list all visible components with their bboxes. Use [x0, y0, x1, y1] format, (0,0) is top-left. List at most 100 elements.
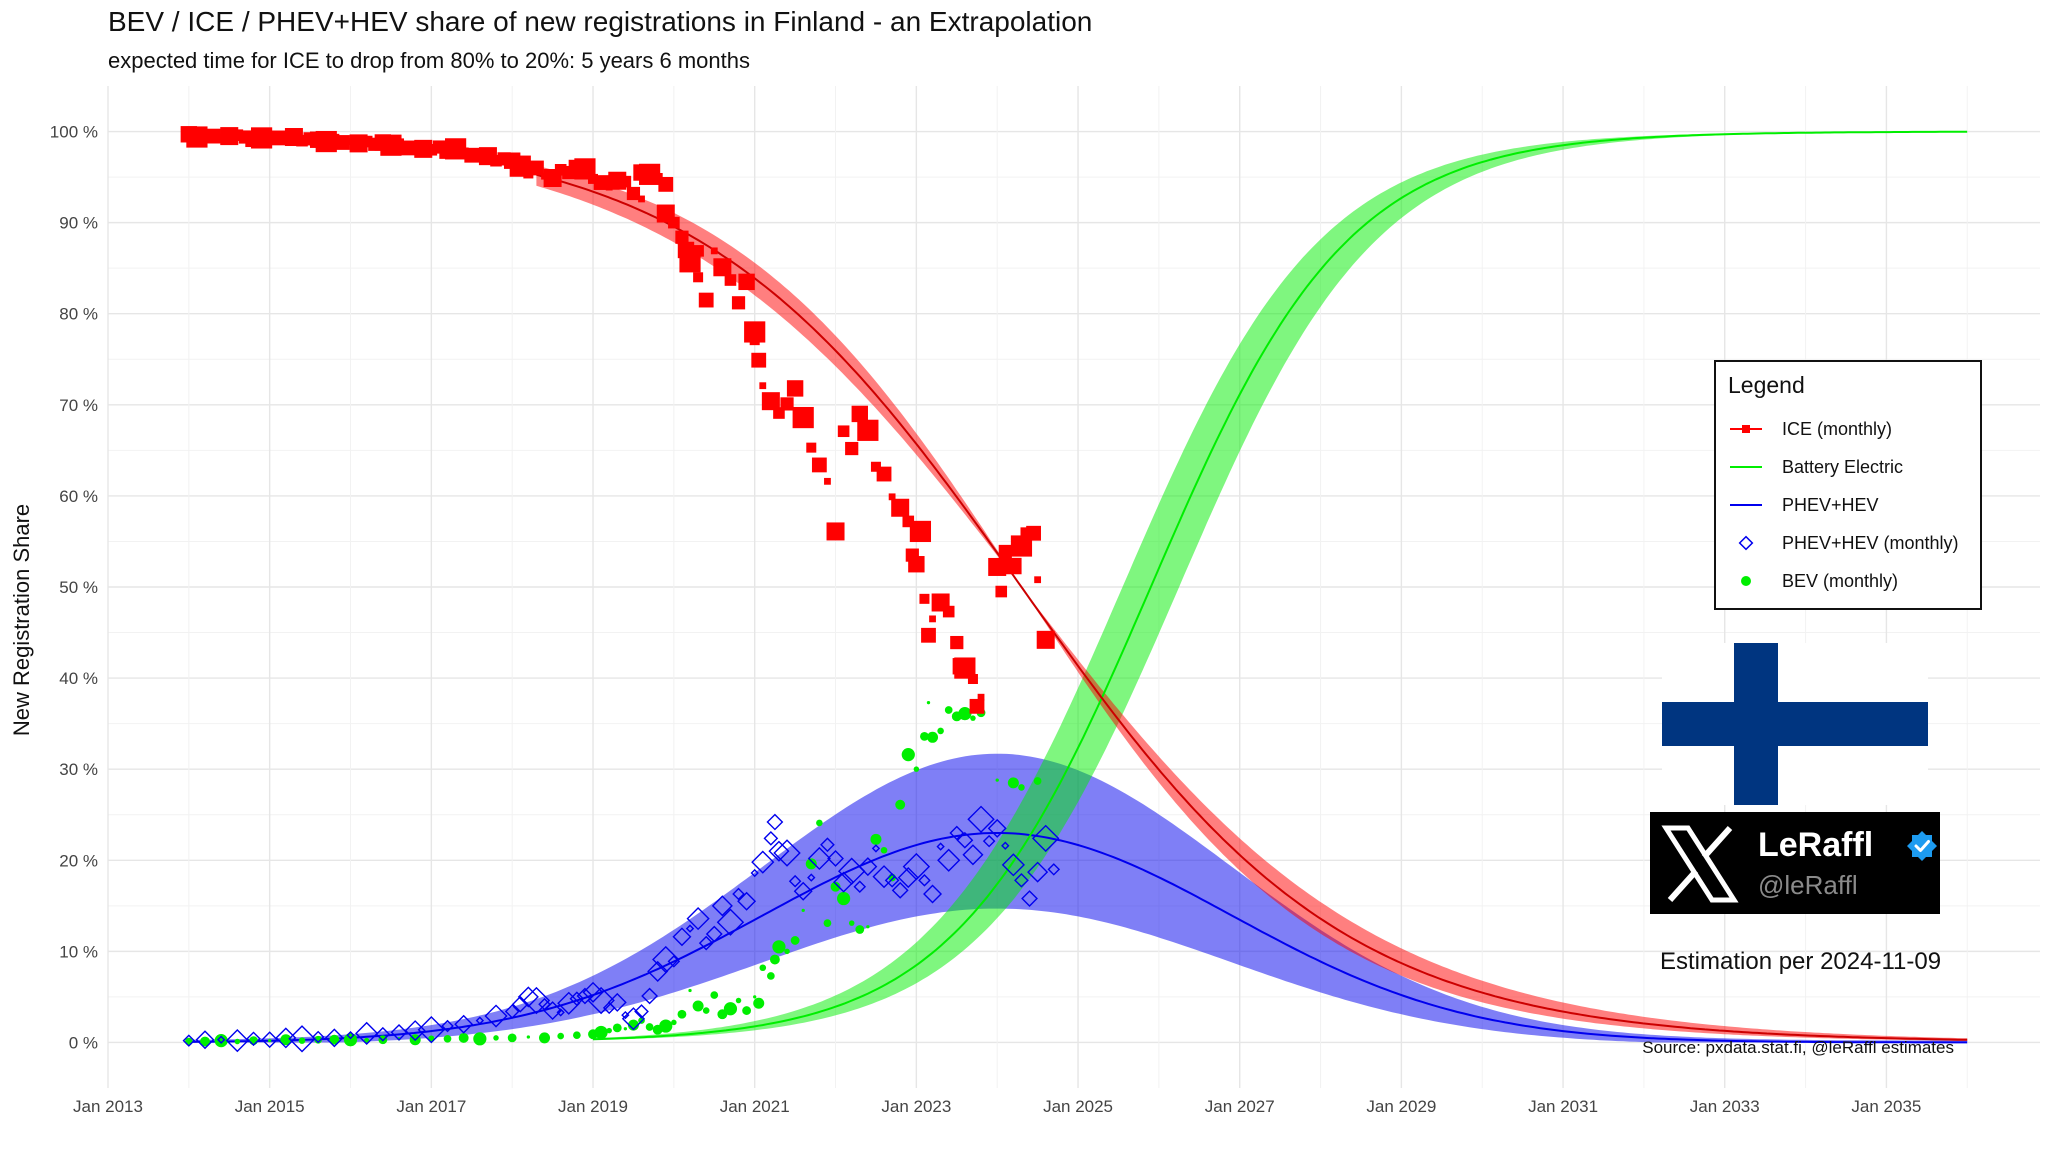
y-tick-label: 100 %	[50, 123, 98, 142]
ice-point	[231, 129, 244, 141]
bev-point	[866, 925, 870, 929]
ice-point	[554, 164, 567, 176]
phev-point	[773, 839, 801, 867]
bev-point	[671, 1019, 677, 1026]
phev-point	[1001, 841, 1010, 850]
ice-point	[786, 380, 804, 397]
phev-point	[884, 872, 900, 888]
phev-point	[962, 844, 984, 866]
ice-point	[523, 168, 534, 179]
bev-point	[214, 1034, 228, 1048]
y-tick-label: 60 %	[59, 487, 98, 506]
bev-point	[769, 954, 780, 965]
phev-point	[751, 850, 775, 874]
bev-point	[937, 727, 944, 735]
bev-point	[557, 1032, 564, 1040]
bev-point	[816, 819, 823, 827]
x-tick-label: Jan 2025	[1043, 1097, 1113, 1116]
ice-point	[751, 352, 767, 368]
ice-point	[490, 154, 502, 167]
ice-point	[857, 419, 879, 441]
phev-point	[261, 1031, 279, 1049]
bev-point	[995, 778, 999, 782]
ice-point	[638, 195, 645, 203]
bev-point	[526, 1035, 531, 1039]
bev-point	[880, 846, 888, 854]
y-tick-labels: 0 % 10 % 20 % 30 % 40 % 50 % 60 % 70 % 80 % 90 % 1…	[50, 123, 98, 1053]
ice-point	[335, 135, 350, 150]
ice-point	[731, 296, 746, 310]
finland-flag-icon	[1662, 643, 1928, 805]
legend-key-battery-electric	[1730, 466, 1762, 468]
ice-point	[668, 216, 680, 229]
ice-point	[870, 461, 881, 472]
phev-point	[949, 825, 965, 841]
ice-point	[749, 335, 760, 346]
bev-point	[790, 936, 800, 945]
bev-point	[458, 1032, 469, 1043]
ice-point	[845, 441, 859, 456]
ice-point	[824, 477, 831, 485]
x-tick-label: Jan 2029	[1366, 1097, 1436, 1116]
ice-point	[888, 493, 896, 501]
phev-point	[587, 986, 615, 1015]
ice-point	[908, 556, 925, 573]
phev-point	[902, 852, 931, 881]
phev-point	[484, 1004, 508, 1028]
bev-point	[627, 1019, 639, 1031]
legend-item-battery-electric: Battery Electric	[1726, 452, 1976, 482]
phev-point	[288, 1025, 316, 1053]
bev-point	[970, 715, 976, 721]
phev-point	[324, 1028, 344, 1048]
bev-point	[645, 1023, 654, 1031]
phev-point	[853, 880, 867, 893]
bev-point	[944, 706, 953, 714]
phev-point	[672, 927, 692, 947]
ice-point	[693, 272, 704, 283]
ice-point	[200, 130, 211, 141]
legend-label-phev-monthly: PHEV+HEV (monthly)	[1782, 533, 1959, 553]
y-tick-label: 90 %	[59, 214, 98, 233]
bev-point	[848, 920, 855, 926]
ice-point	[759, 382, 767, 390]
phev-point	[216, 1035, 226, 1044]
x-tick-label: Jan 2019	[558, 1097, 628, 1116]
phev-point	[967, 805, 995, 833]
ice-point	[329, 133, 340, 144]
bev-point	[958, 707, 972, 721]
bev-point	[573, 1031, 581, 1040]
phev-point	[582, 981, 604, 1003]
phev-point	[556, 1008, 565, 1017]
phev-point	[311, 1030, 325, 1044]
phev-point	[732, 887, 745, 901]
ice-point	[692, 245, 704, 257]
phev-point	[275, 1027, 297, 1049]
phev-point	[788, 874, 802, 888]
chart-title: BEV / ICE / PHEV+HEV share of new regist…	[108, 6, 1093, 37]
phev-point	[698, 935, 714, 951]
phev-point	[763, 831, 779, 846]
bev-point	[742, 1006, 752, 1015]
phev-point	[716, 908, 745, 936]
bev-point	[710, 991, 719, 999]
ice-fit-line	[536, 173, 1968, 1041]
phev-point	[833, 871, 855, 893]
bev-point	[805, 858, 817, 870]
ice-point	[296, 134, 308, 147]
ice-point	[826, 522, 845, 541]
phev-point	[686, 906, 710, 931]
bev-point	[702, 1007, 710, 1014]
ice-point	[851, 405, 868, 423]
legend-label-battery-electric: Battery Electric	[1782, 457, 1904, 477]
phev-point	[607, 992, 627, 1012]
phev-point	[711, 895, 733, 917]
phev-point	[1047, 863, 1061, 876]
ice-point	[792, 406, 814, 429]
phev-point	[1031, 824, 1060, 853]
ice-point	[929, 615, 936, 623]
phev-point	[956, 831, 974, 849]
phev-point	[897, 867, 919, 889]
y-tick-label: 0 %	[69, 1033, 98, 1052]
bev-point	[753, 997, 765, 1009]
x-tick-label: Jan 2035	[1851, 1097, 1921, 1116]
